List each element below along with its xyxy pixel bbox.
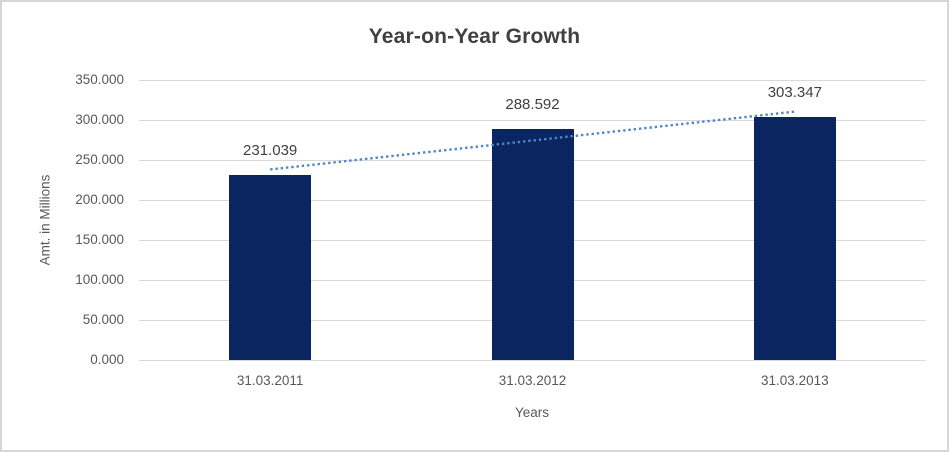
- x-tick-label: 31.03.2011: [236, 373, 304, 388]
- chart-title: Year-on-Year Growth: [368, 25, 581, 48]
- bar: [491, 129, 574, 360]
- data-label: 303.347: [767, 84, 822, 102]
- gridline: [139, 359, 926, 361]
- x-tick-label: 31.03.2013: [761, 373, 829, 388]
- y-tick-label: 0.000: [90, 352, 124, 367]
- bar: [229, 175, 312, 360]
- y-tick-label: 300.000: [75, 112, 124, 127]
- y-tick-label: 100.000: [75, 272, 124, 287]
- bar: [753, 117, 836, 360]
- y-tick-label: 150.000: [75, 232, 124, 247]
- data-label: 231.039: [243, 142, 298, 160]
- y-tick-label: 50.000: [82, 312, 124, 327]
- y-tick-label: 250.000: [75, 152, 124, 167]
- x-axis-title: Years: [514, 405, 550, 420]
- gridline: [139, 79, 926, 81]
- plot-area: 0.000 50.000 100.000 150.000 200.000 250.000 3…: [75, 72, 926, 388]
- x-tick-label: 31.03.2012: [498, 373, 567, 388]
- y-tick-label: 200.000: [75, 192, 124, 207]
- y-tick-label: 350.000: [75, 72, 124, 87]
- y-axis-title: Amt. in Millions: [37, 174, 53, 266]
- data-label: 288.592: [505, 96, 560, 114]
